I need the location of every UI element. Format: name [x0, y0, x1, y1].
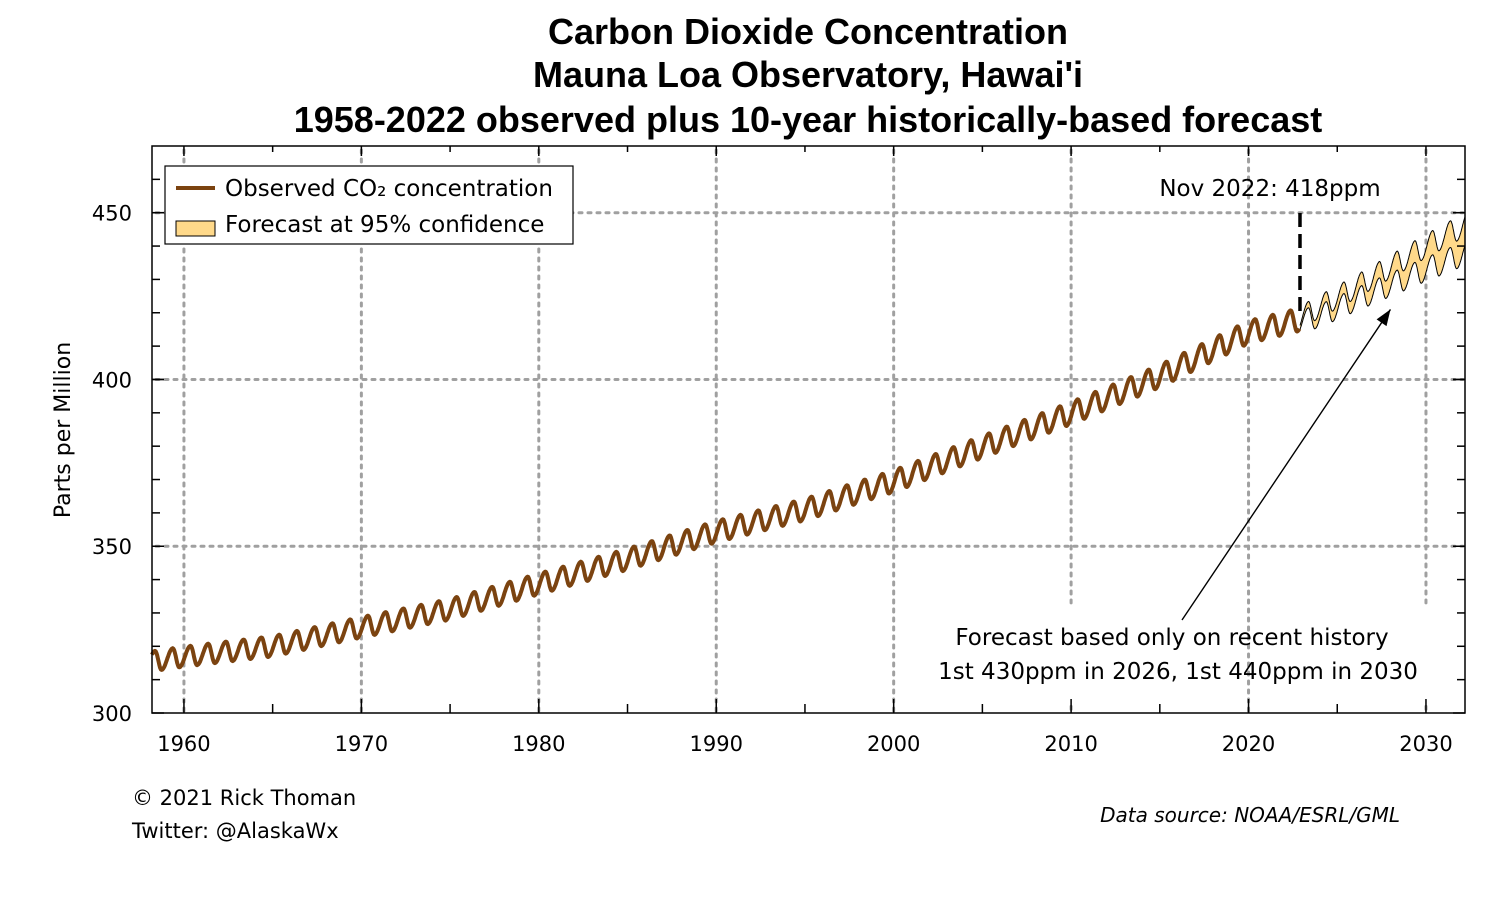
forecast-arrowhead — [1376, 309, 1391, 327]
chart-title-line-1: Carbon Dioxide Concentration — [548, 11, 1068, 52]
plot-frame — [151, 145, 1466, 714]
forecast-band-group — [1299, 217, 1466, 330]
forecast-annotation-line-2: 1st 430ppm in 2026, 1st 440ppm in 2030 — [938, 659, 1418, 685]
legend-box — [164, 165, 574, 245]
y-tick-label-350: 350 — [92, 535, 132, 559]
data-source: Data source: NOAA/ESRL/GML — [1100, 803, 1400, 827]
x-tick-label-1990: 1990 — [690, 732, 743, 756]
x-tick-label-2010: 2010 — [1044, 732, 1097, 756]
x-tick-label-1980: 1980 — [512, 732, 565, 756]
chart-title-line-2: Mauna Loa Observatory, Hawai'i — [533, 54, 1083, 95]
chart-title-line-3: 1958-2022 observed plus 10-year historic… — [294, 99, 1323, 140]
x-tick-label-1970: 1970 — [335, 732, 388, 756]
forecast-arrow-line — [1181, 309, 1392, 621]
legend-label-observed: Observed CO₂ concentration — [225, 176, 553, 202]
legend-label-forecast: Forecast at 95% confidence — [225, 212, 544, 238]
nov-2022-annotation: Nov 2022: 418ppm — [1159, 176, 1380, 202]
x-tick-label-2030: 2030 — [1399, 732, 1452, 756]
y-tick-label-400: 400 — [92, 368, 132, 392]
forecast-lower-bound — [1299, 245, 1466, 330]
y-tick-label-450: 450 — [92, 202, 132, 226]
forecast-band-area — [1300, 217, 1465, 330]
y-tick-label-300: 300 — [92, 702, 132, 726]
y-axis-title: Parts per Million — [51, 342, 76, 518]
twitter-credit: Twitter: @AlaskaWx — [131, 819, 339, 843]
copyright-credit: © 2021 Rick Thoman — [132, 786, 356, 810]
forecast-upper-bound — [1299, 217, 1466, 326]
x-tick-label-2020: 2020 — [1222, 732, 1275, 756]
x-tick-label-2000: 2000 — [867, 732, 920, 756]
observed-line-group — [150, 308, 1302, 672]
legend: Observed CO₂ concentration Forecast at 9… — [164, 165, 574, 245]
forecast-annotation-line-1: Forecast based only on recent history — [955, 625, 1388, 651]
observed-co2-line — [150, 308, 1302, 672]
x-tick-label-1960: 1960 — [157, 732, 210, 756]
y-axis: 300 350 400 450 — [92, 178, 1465, 726]
legend-swatch-forecast — [175, 220, 216, 237]
x-axis: 1960 1970 1980 1990 2000 2010 2020 2030 — [157, 146, 1453, 756]
